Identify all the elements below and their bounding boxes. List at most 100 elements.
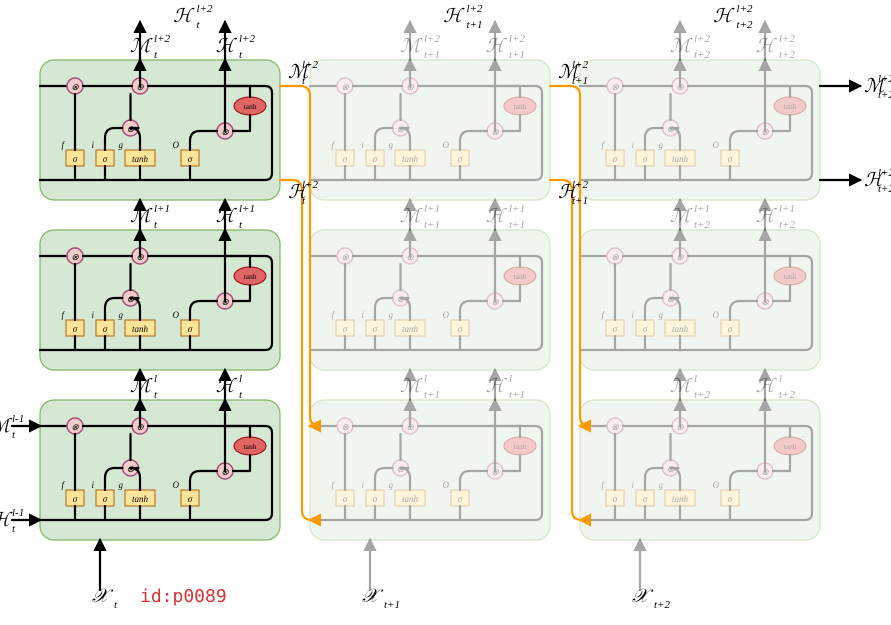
svg-text:ℳ: ℳ bbox=[0, 416, 13, 437]
svg-text:tanh: tanh bbox=[244, 442, 257, 451]
svg-text:σ: σ bbox=[643, 154, 648, 164]
svg-text:ℋ: ℋ bbox=[486, 376, 508, 397]
svg-text:tanh: tanh bbox=[244, 272, 257, 281]
svg-text:ℳ: ℳ bbox=[130, 36, 153, 57]
svg-text:σ: σ bbox=[73, 154, 78, 164]
svg-text:ℋ: ℋ bbox=[713, 6, 735, 27]
svg-text:ℳ: ℳ bbox=[400, 36, 423, 57]
lstm-cell: σfσitanhgσO⊗⊗⊕tanh⊗ bbox=[580, 230, 820, 370]
svg-text:t: t bbox=[114, 599, 118, 611]
svg-text:t+2: t+2 bbox=[737, 19, 753, 31]
lstm-cell: σfσitanhgσO⊗⊗⊕tanh⊗ bbox=[40, 400, 280, 540]
svg-text:⊗: ⊗ bbox=[71, 252, 79, 262]
svg-text:g: g bbox=[389, 140, 394, 150]
svg-text:l+1: l+1 bbox=[779, 203, 795, 215]
lstm-cell: σfσitanhgσO⊗⊗⊕tanh⊗ bbox=[310, 400, 550, 540]
math-label: ℳt+2l+2 bbox=[864, 73, 891, 101]
svg-text:σ: σ bbox=[103, 154, 108, 164]
svg-text:g: g bbox=[119, 310, 124, 320]
diagram-canvas: σfσitanhgσO⊗⊗⊕tanh⊗σfσitanhgσO⊗⊗⊕tanh⊗σf… bbox=[0, 0, 891, 625]
lstm-cell: σfσitanhgσO⊗⊗⊕tanh⊗ bbox=[40, 60, 280, 200]
svg-text:l+2: l+2 bbox=[154, 33, 170, 45]
svg-text:ℋ: ℋ bbox=[443, 6, 465, 27]
svg-text:l+2: l+2 bbox=[424, 33, 440, 45]
svg-text:tanh: tanh bbox=[402, 324, 419, 334]
svg-text:t+1: t+1 bbox=[572, 75, 588, 87]
svg-text:t: t bbox=[154, 219, 158, 231]
svg-text:O: O bbox=[443, 140, 450, 150]
svg-text:t: t bbox=[197, 19, 201, 31]
svg-text:ℋ: ℋ bbox=[486, 36, 508, 57]
svg-text:𝒳: 𝒳 bbox=[92, 586, 114, 607]
hlink-H bbox=[550, 180, 582, 520]
svg-text:⊗: ⊗ bbox=[71, 422, 79, 432]
svg-text:t: t bbox=[154, 49, 158, 61]
svg-text:l-1: l-1 bbox=[12, 413, 24, 425]
svg-text:tanh: tanh bbox=[784, 442, 797, 451]
svg-text:l+2: l+2 bbox=[572, 179, 588, 191]
svg-text:ℋ: ℋ bbox=[216, 36, 238, 57]
lstm-cell: σfσitanhgσO⊗⊗⊕tanh⊗ bbox=[580, 400, 820, 540]
svg-text:σ: σ bbox=[373, 324, 378, 334]
svg-text:t+1: t+1 bbox=[424, 219, 440, 231]
svg-text:tanh: tanh bbox=[244, 102, 257, 111]
svg-text:l+1: l+1 bbox=[694, 203, 710, 215]
svg-text:g: g bbox=[659, 310, 664, 320]
svg-text:⊗: ⊗ bbox=[341, 252, 349, 262]
svg-text:tanh: tanh bbox=[784, 102, 797, 111]
svg-text:ℋ: ℋ bbox=[756, 206, 778, 227]
svg-text:t: t bbox=[12, 429, 16, 441]
svg-text:t: t bbox=[154, 389, 158, 401]
svg-text:σ: σ bbox=[728, 494, 733, 504]
svg-text:O: O bbox=[443, 310, 450, 320]
svg-text:σ: σ bbox=[613, 324, 618, 334]
svg-text:O: O bbox=[713, 480, 720, 490]
svg-text:ℳ: ℳ bbox=[130, 206, 153, 227]
svg-text:l+2: l+2 bbox=[302, 179, 318, 191]
svg-text:O: O bbox=[173, 140, 180, 150]
svg-text:t+1: t+1 bbox=[509, 49, 525, 61]
svg-text:tanh: tanh bbox=[132, 324, 149, 334]
svg-text:g: g bbox=[389, 480, 394, 490]
svg-text:t+2: t+2 bbox=[878, 89, 891, 101]
svg-text:tanh: tanh bbox=[514, 272, 527, 281]
svg-text:ℳ: ℳ bbox=[670, 376, 693, 397]
svg-text:O: O bbox=[443, 480, 450, 490]
math-label: ℳt+1l+1 bbox=[400, 203, 440, 231]
svg-text:t+2: t+2 bbox=[654, 599, 670, 611]
lstm-cell: σfσitanhgσO⊗⊗⊕tanh⊗ bbox=[310, 60, 550, 200]
svg-text:σ: σ bbox=[643, 494, 648, 504]
svg-text:ℋ: ℋ bbox=[173, 6, 195, 27]
svg-text:t+1: t+1 bbox=[509, 389, 525, 401]
svg-text:O: O bbox=[713, 140, 720, 150]
svg-text:𝒳: 𝒳 bbox=[632, 586, 654, 607]
svg-text:g: g bbox=[389, 310, 394, 320]
svg-text:l+2: l+2 bbox=[197, 3, 213, 15]
svg-text:⊗: ⊗ bbox=[611, 82, 619, 92]
svg-text:t+1: t+1 bbox=[424, 389, 440, 401]
math-label: ℋtl+2 bbox=[216, 33, 256, 61]
math-label: ℳtl bbox=[130, 373, 158, 401]
svg-text:𝒳: 𝒳 bbox=[362, 586, 384, 607]
svg-text:l+2: l+2 bbox=[878, 167, 891, 179]
svg-text:tanh: tanh bbox=[514, 442, 527, 451]
svg-text:O: O bbox=[713, 310, 720, 320]
math-label: ℋt+2l+1 bbox=[756, 203, 796, 231]
svg-text:l+2: l+2 bbox=[239, 33, 255, 45]
math-label: ℳt+2l bbox=[670, 373, 711, 401]
lstm-cell: σfσitanhgσO⊗⊗⊕tanh⊗ bbox=[310, 230, 550, 370]
svg-text:ℋ: ℋ bbox=[756, 36, 778, 57]
svg-text:σ: σ bbox=[373, 154, 378, 164]
svg-text:σ: σ bbox=[373, 494, 378, 504]
svg-text:σ: σ bbox=[643, 324, 648, 334]
svg-text:t: t bbox=[239, 389, 243, 401]
svg-text:ℋ: ℋ bbox=[216, 376, 238, 397]
math-label: ℋt+2l+2 bbox=[864, 167, 891, 195]
svg-text:σ: σ bbox=[343, 324, 348, 334]
svg-text:ℋ: ℋ bbox=[216, 206, 238, 227]
svg-text:l: l bbox=[154, 373, 157, 385]
svg-text:l-1: l-1 bbox=[12, 507, 24, 519]
svg-text:O: O bbox=[173, 310, 180, 320]
svg-text:tanh: tanh bbox=[132, 154, 149, 164]
svg-text:tanh: tanh bbox=[672, 494, 689, 504]
